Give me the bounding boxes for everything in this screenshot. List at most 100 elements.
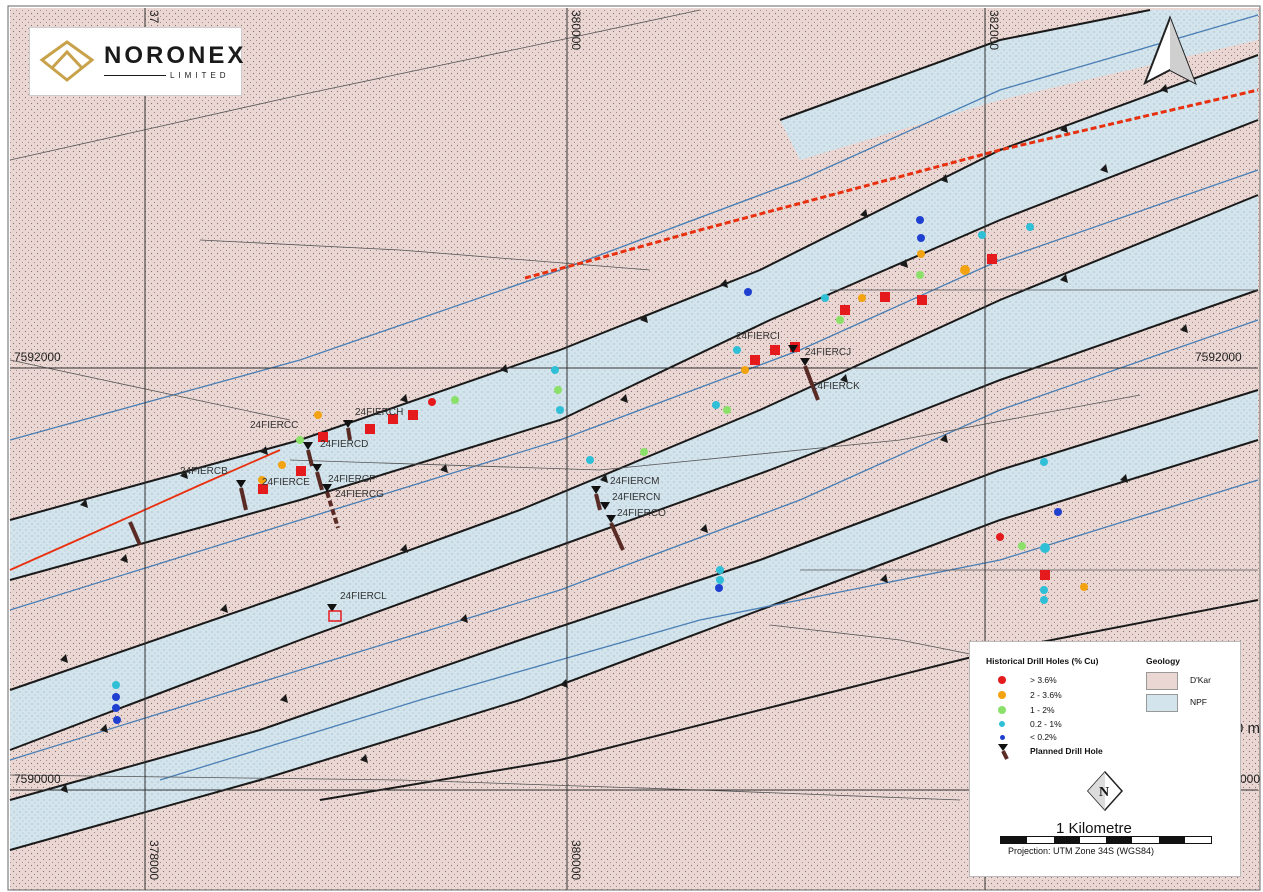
- drill-hole-marker: [586, 456, 594, 464]
- north-arrow-icon: [1143, 15, 1197, 86]
- drill-hole-marker: [1040, 570, 1050, 580]
- hole-label: 24FIERCN: [612, 492, 660, 503]
- planned-hole-24fiercc: [303, 442, 314, 467]
- projection-label: Projection: UTM Zone 34S (WGS84): [1008, 846, 1155, 856]
- legend-dot: [1000, 735, 1005, 740]
- planned-hole-24fiercd: [343, 420, 353, 441]
- easting-label-top-2: 380000: [569, 10, 583, 51]
- drill-hole-marker: [1054, 508, 1062, 516]
- drill-hole-marker: [296, 466, 306, 476]
- drill-hole-marker: [314, 411, 322, 419]
- drill-hole-marker: [1040, 543, 1050, 553]
- drill-hole-marker: [916, 216, 924, 224]
- drill-hole-marker: [987, 254, 997, 264]
- red-dashed-structure: [524, 88, 1259, 280]
- dkar-swatch: [1146, 672, 1178, 690]
- drill-hole-marker: [917, 295, 927, 305]
- drill-hole-marker: [741, 366, 749, 374]
- drill-hole-marker: [556, 406, 564, 414]
- legend-drill-title: Historical Drill Holes (% Cu): [986, 656, 1099, 666]
- npf-band-lower: [10, 390, 1258, 850]
- drill-hole-marker: [770, 345, 780, 355]
- drill-hole-marker: [451, 396, 459, 404]
- hole-label: 24FIERCD: [320, 439, 368, 450]
- hole-label: 24FIERCO: [617, 508, 666, 519]
- planned-hole-icon: [998, 744, 1009, 760]
- drill-hole-marker: [1040, 586, 1048, 594]
- hole-label: 24FIERCI: [736, 331, 780, 342]
- hole-label: 24FIERCF: [328, 474, 375, 485]
- legend-planned: Planned Drill Hole: [1030, 746, 1103, 756]
- logo-mark-icon: [39, 40, 95, 82]
- legend-dot: [999, 721, 1005, 727]
- map-edge-label: 000: [1240, 772, 1261, 786]
- legend-dot: [998, 676, 1006, 684]
- hole-label: 24FIERCC: [250, 420, 298, 431]
- planned-hole-labels: 24FIERCB 24FIERCC 24FIERCD 24FIERCE 24FI…: [180, 331, 860, 602]
- drill-hole-marker: [1040, 458, 1048, 466]
- npf-band-middle: [10, 195, 1258, 750]
- planned-hole-24fiercj: [788, 345, 798, 353]
- hole-label: 24FIERCL: [340, 591, 387, 602]
- easting-label-bottom-2: 380000: [569, 840, 583, 881]
- drill-hole-marker: [744, 288, 752, 296]
- planned-hole-24fiercb: [236, 480, 248, 511]
- planned-hole-24fierck: [800, 358, 820, 401]
- drill-hole-marker: [112, 681, 120, 689]
- drill-hole-marker: [388, 414, 398, 424]
- blue-contacts: [9, 14, 1259, 781]
- easting-label-top-1: 37: [147, 10, 161, 24]
- drill-hole-marker: [640, 448, 648, 456]
- drill-hole-marker: [1080, 583, 1088, 591]
- drill-hole-marker: [112, 704, 120, 712]
- planned-hole-24fiercf: [312, 464, 324, 491]
- logo-rule: [104, 75, 166, 76]
- drill-hole-marker: [258, 484, 268, 494]
- drill-hole-marker: [1018, 542, 1026, 550]
- hole-label: 24FIERCK: [812, 381, 860, 392]
- npf-band-upper: [10, 55, 1258, 580]
- planned-hole-24fiercg: [322, 484, 340, 529]
- planned-drill-holes: [128, 345, 820, 622]
- northing-label-lower: 7590000: [14, 772, 61, 786]
- drill-hole-marker: [917, 234, 925, 242]
- drill-hole-marker: [278, 461, 286, 469]
- red-structure: [9, 449, 281, 571]
- hole-label: 24FIERCM: [610, 476, 659, 487]
- drill-hole-marker: [840, 305, 850, 315]
- drill-hole-marker: [428, 398, 436, 406]
- hole-label: 24FIERCB: [180, 466, 228, 477]
- map-border: [7, 5, 1261, 891]
- scale-bar: [1000, 836, 1212, 844]
- svg-text:N: N: [1099, 785, 1109, 800]
- drill-hole-marker: [551, 366, 559, 374]
- drill-hole-marker: [996, 533, 1004, 541]
- legend-range: 2 - 3.6%: [1030, 690, 1062, 700]
- legend-dot: [998, 706, 1006, 714]
- planned-hole-west: [128, 521, 142, 546]
- logo-subtitle: LIMITED: [170, 71, 230, 80]
- drill-hole-marker: [716, 566, 724, 574]
- drill-hole-marker: [408, 410, 418, 420]
- scale-label: 1 Kilometre: [1056, 820, 1132, 837]
- legend-geology-title: Geology: [1146, 656, 1181, 666]
- drill-hole-marker: [916, 271, 924, 279]
- historical-drill-holes: [112, 216, 1088, 724]
- drill-hole-marker: [723, 406, 731, 414]
- drill-hole-marker: [318, 432, 328, 442]
- hole-label: 24FIERCJ: [805, 347, 851, 358]
- drill-hole-marker: [296, 436, 304, 444]
- legend-range: > 3.6%: [1030, 675, 1057, 685]
- drill-hole-marker: [917, 250, 925, 258]
- npf-swatch: [1146, 694, 1178, 712]
- hole-label: 24FIERCH: [355, 407, 403, 418]
- map-edge-label: 0 m: [1235, 720, 1261, 737]
- drill-hole-marker: [821, 294, 829, 302]
- drill-hole-marker: [960, 265, 970, 275]
- drill-hole-marker: [858, 294, 866, 302]
- planned-hole-24fiercl: [327, 604, 342, 622]
- drill-hole-marker: [1040, 596, 1048, 604]
- planned-hole-24fiercn: [600, 502, 610, 510]
- fault-teeth: [60, 84, 1188, 793]
